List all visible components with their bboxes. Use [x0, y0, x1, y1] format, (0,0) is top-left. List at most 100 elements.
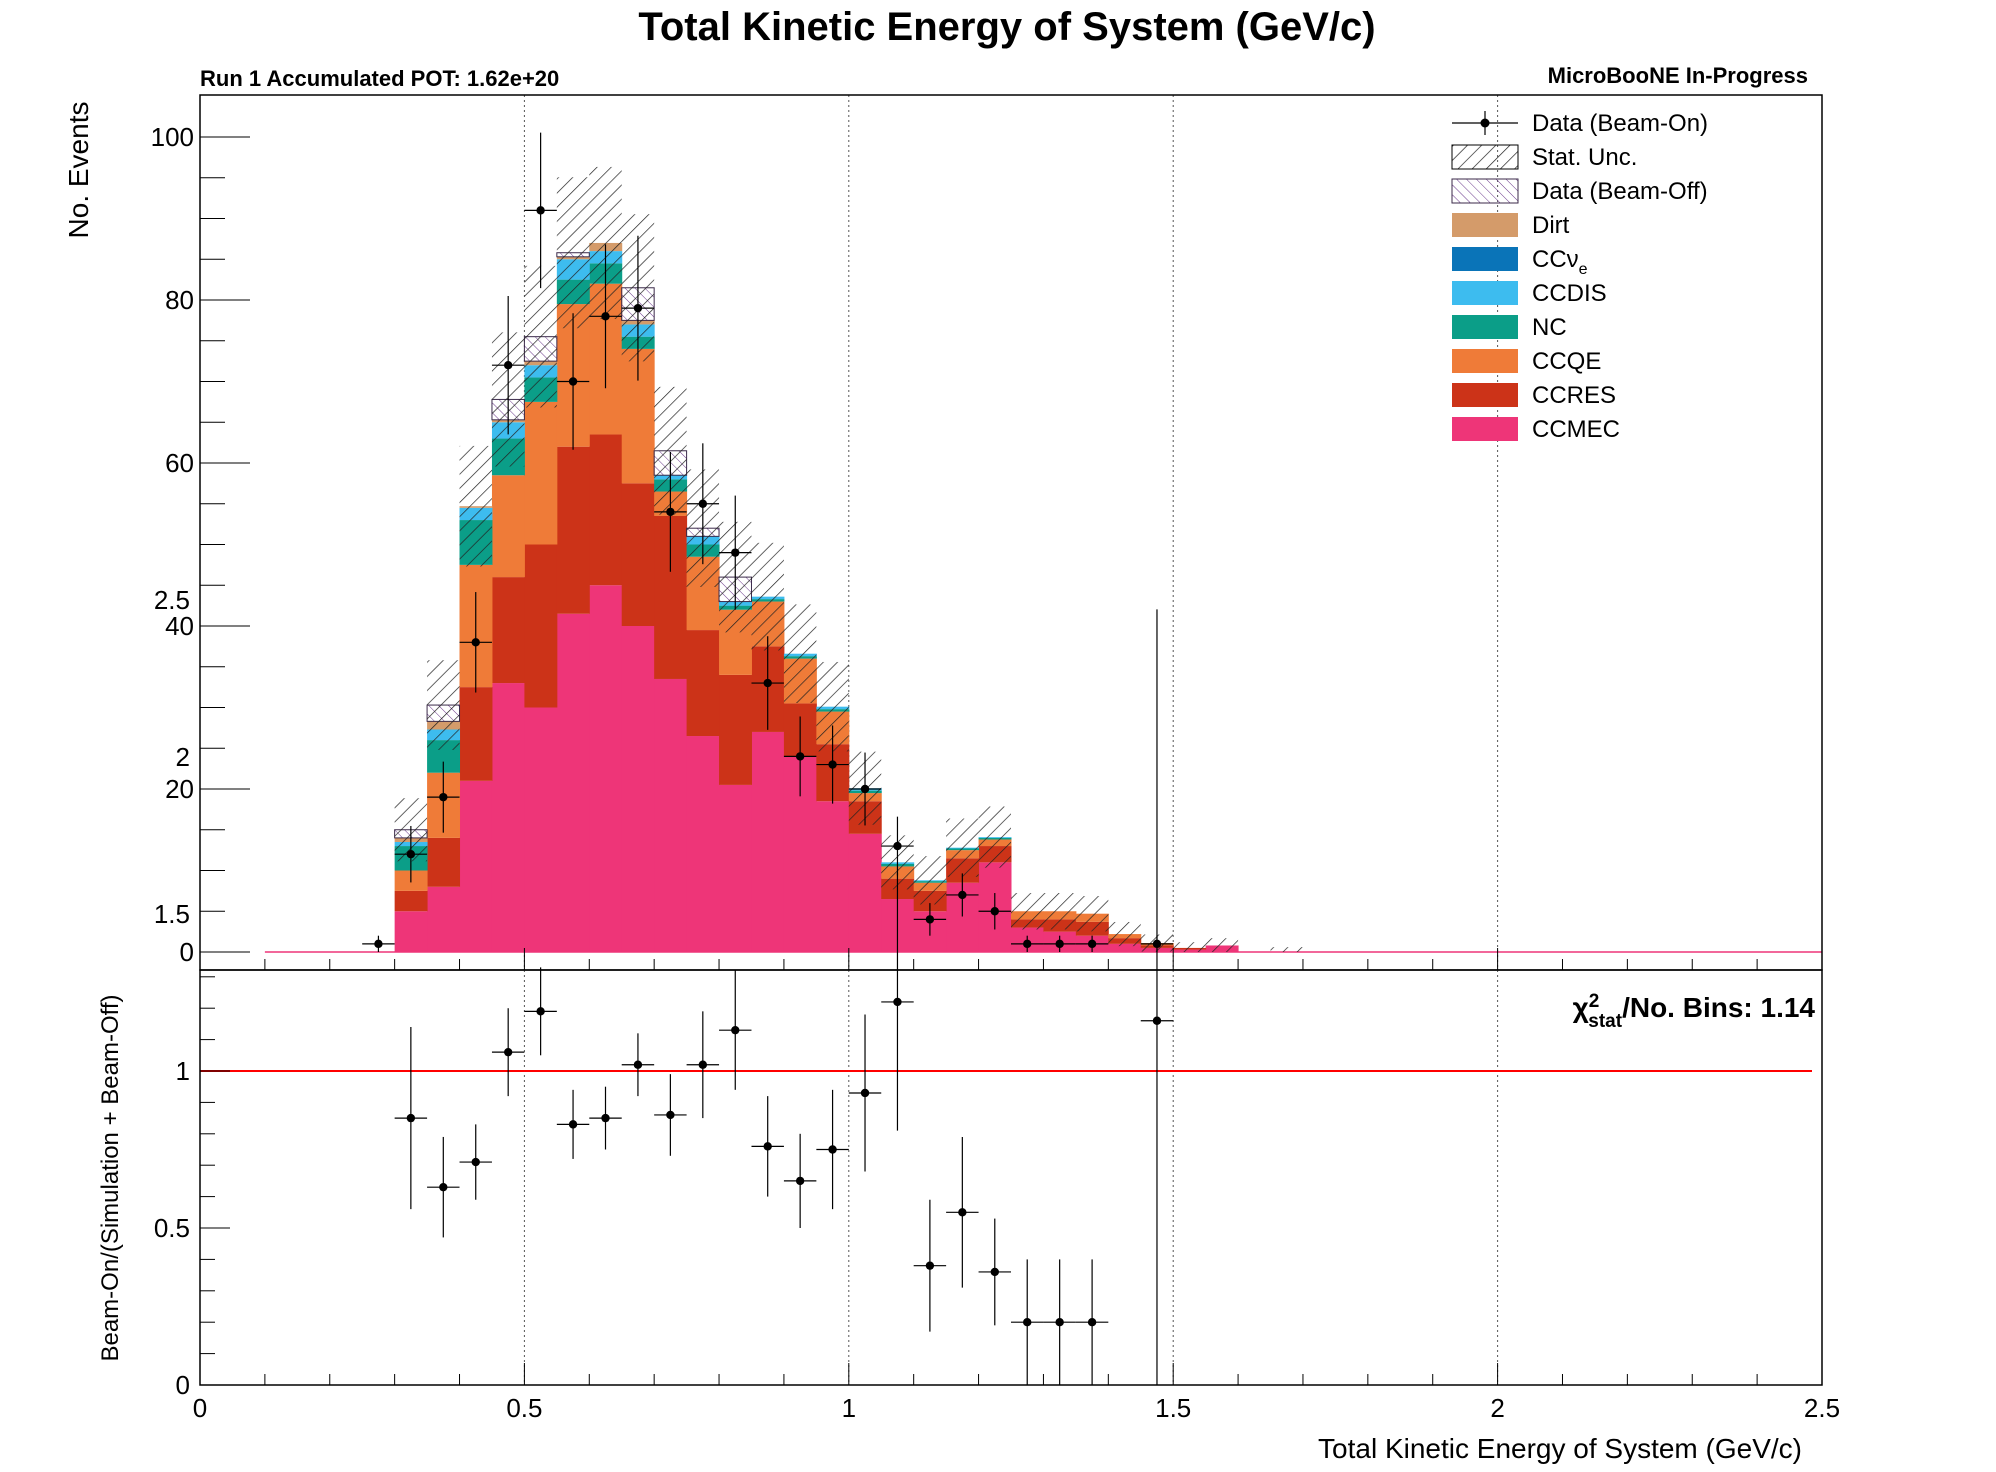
data-marker [925, 915, 935, 924]
chart-title: Total Kinetic Energy of System (GeV/c) [638, 5, 1375, 49]
ratio-point [686, 1011, 720, 1119]
bottom-x-tick-label: 0.5 [506, 1393, 542, 1423]
ratio-point [1140, 609, 1174, 1385]
legend-swatch [1452, 417, 1518, 441]
ratio-marker [1055, 1318, 1064, 1327]
bar-ccmec [1108, 943, 1142, 952]
bar-ccres [524, 544, 558, 708]
data-marker [666, 507, 675, 517]
x-axis-title: Total Kinetic Energy of System (GeV/c) [1318, 1433, 1802, 1464]
bottom-y-tick-label: 2 [176, 742, 190, 772]
ratio-marker [536, 1007, 545, 1016]
bar-ccmec [394, 911, 428, 952]
data-marker [860, 784, 870, 794]
data-point [881, 816, 914, 876]
legend-label: CCDIS [1532, 280, 1607, 307]
top-y-tick-label: 20 [165, 774, 194, 804]
top-y-tick-label: 80 [165, 285, 194, 315]
ratio-marker [1087, 1318, 1097, 1327]
legend-marker [1480, 118, 1490, 128]
bottom-x-tick-label: 0 [193, 1393, 207, 1423]
data-marker [731, 548, 740, 557]
top-y-axis: 0 20 40 60 80 100 [151, 122, 250, 967]
bar-ccmec [459, 780, 493, 952]
data-marker [536, 206, 545, 215]
stat-unc-band [1075, 896, 1109, 932]
bottom-panel: 0 0.5 1 1.5 2 2.5 0 0.5 1 1.5 2 2.5 Beam-On/(Simul… [97, 585, 1840, 1464]
stat-unc-band [1270, 947, 1303, 952]
ratio-marker [1152, 1016, 1162, 1025]
top-y-tick-label: 60 [165, 448, 194, 478]
ratio-point [524, 967, 557, 1056]
legend-swatch [1452, 281, 1518, 305]
data-marker [828, 760, 837, 769]
stat-unc-band [427, 660, 460, 750]
stat-unc-band [913, 856, 947, 905]
bar-ccmec [751, 731, 785, 952]
ratio-marker [731, 1025, 740, 1035]
bar-ccmec [816, 801, 850, 952]
data-marker [601, 312, 610, 321]
bar-ccmec [491, 683, 525, 952]
legend-label: Dirt [1532, 212, 1570, 239]
ratio-marker [990, 1267, 999, 1277]
ratio-point [946, 1136, 979, 1288]
stat-unc-band [1108, 921, 1141, 947]
bar-ccmec [621, 626, 655, 952]
ratio-marker [406, 1113, 416, 1123]
legend-label: CCMEC [1532, 416, 1620, 443]
legend-label-sub: e [1579, 261, 1588, 278]
data-point [1011, 935, 1044, 952]
microboone-annotation: MicroBooNE In-Progress [1548, 63, 1808, 88]
bottom-plot-frame [199, 969, 1823, 1386]
data-marker [1023, 939, 1032, 949]
top-panel: 0 20 40 60 80 100 No. Events [63, 94, 1823, 971]
data-marker [990, 907, 999, 916]
legend-label: CCQE [1532, 348, 1601, 375]
stat-unc-band [1173, 942, 1206, 952]
data-point [913, 903, 947, 936]
ratio-marker [698, 1060, 708, 1069]
ratio-point [427, 1136, 460, 1238]
data-point [589, 244, 622, 389]
bottom-x-tick-label: 2.5 [1804, 1393, 1840, 1423]
data-point [719, 495, 752, 610]
stat-unc-band [1043, 893, 1076, 930]
bottom-x-tick-label: 2 [1490, 1393, 1504, 1423]
ratio-point [1011, 1259, 1044, 1385]
bottom-x-tick-label: 1 [842, 1393, 856, 1423]
bar-ccmec [719, 784, 752, 952]
bar-ccmec [556, 613, 590, 952]
data-point [686, 443, 720, 565]
stat-unc-band [1205, 938, 1239, 952]
data-point [394, 825, 428, 883]
data-marker [958, 890, 967, 900]
bar-ccmec [654, 678, 688, 952]
data-point [654, 452, 687, 572]
data-point [362, 935, 395, 952]
bottom-y-axis: 0 0.5 1 1.5 2 2.5 [154, 585, 230, 1400]
ratio-point [978, 1218, 1011, 1326]
bottom-y-tick-label: 0 [176, 1370, 190, 1400]
bottom-y-tick-label: 1 [176, 1056, 190, 1086]
legend-swatch [1452, 247, 1518, 271]
legend-item: CCDIS [1452, 280, 1607, 307]
legend-label-main: CCν [1532, 246, 1579, 273]
data-point [978, 893, 1011, 930]
chi2-annotation: χ2 stat/No. Bins: 1.14 [1573, 991, 1816, 1032]
bottom-y-tick-label: 2.5 [154, 585, 190, 615]
bottom-x-axis: 0 0.5 1 1.5 2 2.5 [193, 1363, 1840, 1423]
data-marker [795, 752, 805, 761]
legend-label: Stat. Unc. [1532, 144, 1637, 171]
bar-ccqe [524, 401, 558, 545]
legend-label: NC [1532, 314, 1567, 341]
bar-ccmec [686, 736, 720, 952]
data-point [556, 313, 590, 450]
stat-unc-band [1011, 893, 1044, 930]
ratio-point [654, 1074, 687, 1156]
stat-unc-band [459, 445, 492, 567]
bottom-y-axis-title: Beam-On/(Simulation + Beam-Off) [97, 994, 124, 1361]
bar-ccres [686, 630, 720, 737]
ratio-point [848, 1014, 882, 1172]
ratio-marker [763, 1142, 772, 1151]
